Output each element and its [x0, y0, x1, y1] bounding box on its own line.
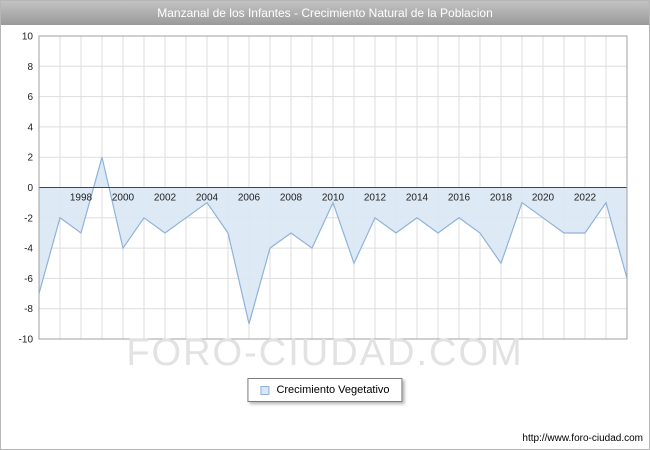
- svg-text:1998: 1998: [70, 193, 93, 204]
- svg-text:2012: 2012: [364, 193, 387, 204]
- svg-text:2010: 2010: [322, 193, 345, 204]
- legend-marker-icon: [260, 385, 270, 395]
- svg-text:0: 0: [27, 183, 33, 194]
- svg-text:2000: 2000: [112, 193, 135, 204]
- footer-url: http://www.foro-ciudad.com: [522, 433, 643, 444]
- watermark: FORO-CIUDAD.COM: [126, 332, 524, 374]
- svg-text:-8: -8: [24, 304, 33, 315]
- svg-text:2016: 2016: [448, 193, 471, 204]
- svg-text:-10: -10: [19, 335, 34, 346]
- svg-text:-6: -6: [24, 274, 33, 285]
- svg-text:-4: -4: [24, 244, 33, 255]
- svg-text:4: 4: [27, 122, 33, 133]
- svg-text:-2: -2: [24, 213, 33, 224]
- svg-text:2020: 2020: [532, 193, 555, 204]
- svg-text:2002: 2002: [154, 193, 177, 204]
- svg-text:2014: 2014: [406, 193, 429, 204]
- svg-text:8: 8: [27, 62, 33, 73]
- svg-text:6: 6: [27, 92, 33, 103]
- svg-text:10: 10: [22, 32, 34, 43]
- legend-label: Crecimiento Vegetativo: [276, 384, 390, 396]
- svg-text:2004: 2004: [196, 193, 219, 204]
- svg-text:2018: 2018: [490, 193, 513, 204]
- svg-text:2: 2: [27, 153, 33, 164]
- svg-text:2022: 2022: [574, 193, 597, 204]
- legend: Crecimiento Vegetativo: [247, 378, 403, 402]
- chart-title: Manzanal de los Infantes - Crecimiento N…: [1, 1, 649, 25]
- svg-text:2008: 2008: [280, 193, 303, 204]
- svg-text:2006: 2006: [238, 193, 261, 204]
